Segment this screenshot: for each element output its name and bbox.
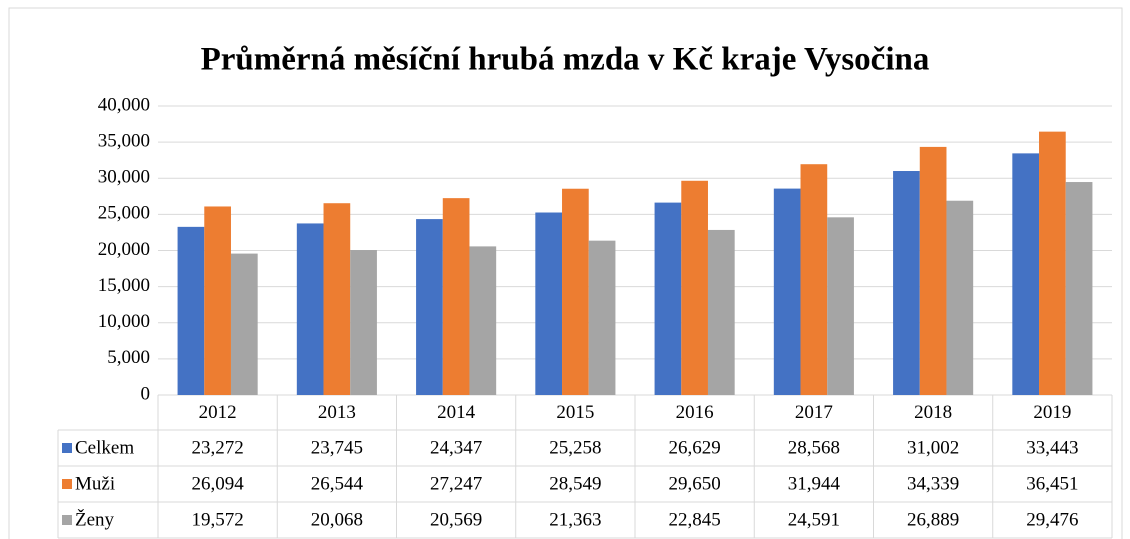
table-value: 31,944 [788,473,841,494]
table-value: 21,363 [549,509,601,530]
bar [681,180,708,395]
legend-label: Muži [75,473,115,494]
y-tick-label: 40,000 [98,94,150,115]
bar [177,226,205,395]
bar [800,164,828,395]
table-value: 29,650 [669,473,721,494]
table-value: 26,094 [192,473,245,494]
table-value: 24,347 [430,437,482,458]
legend-key [62,515,72,525]
bar [827,217,854,395]
chart-title: Průměrná měsíční hrubá mzda v Kč kraje V… [201,42,930,78]
table-value: 34,339 [907,473,959,494]
bar [469,246,497,395]
bar [350,250,377,395]
x-tick-label: 2018 [914,402,952,423]
y-tick-label: 35,000 [98,130,150,151]
bar [1012,153,1040,395]
y-tick-label: 15,000 [98,275,150,296]
table-value: 23,745 [311,437,363,458]
table-value: 19,572 [192,509,244,530]
table-value: 29,476 [1026,509,1078,530]
x-tick-label: 2014 [437,402,476,423]
bar [654,202,682,395]
y-tick-label: 5,000 [107,347,150,368]
legend-label: Celkem [75,437,134,458]
y-tick-label: 30,000 [98,167,150,188]
y-tick-label: 0 [141,383,151,404]
table-value: 22,845 [669,509,721,530]
bar [588,240,616,395]
table-value: 20,569 [430,509,482,530]
table-value: 26,889 [907,509,959,530]
y-tick-label: 25,000 [98,203,150,224]
bar [416,219,443,395]
legend-label: Ženy [75,508,115,530]
bar [919,146,947,395]
table-value: 28,549 [549,473,601,494]
bar [707,229,735,395]
bar [773,188,801,395]
y-tick-label: 10,000 [98,311,150,332]
y-tick-label: 20,000 [98,239,150,260]
bar [442,198,470,395]
x-tick-label: 2019 [1033,402,1071,423]
bar [204,206,231,395]
bar [535,212,563,395]
table-value: 27,247 [430,473,482,494]
table-value: 31,002 [907,437,959,458]
bar [1039,131,1066,395]
x-tick-label: 2016 [676,402,714,423]
legend-key [62,479,72,489]
bar [230,253,258,395]
bar [946,200,974,395]
bar [893,171,920,395]
table-value: 24,591 [788,509,840,530]
table-value: 33,443 [1026,437,1078,458]
table-value: 25,258 [549,437,601,458]
bar [562,188,589,395]
bar [296,223,324,395]
table-value: 26,544 [311,473,364,494]
x-tick-label: 2012 [199,402,237,423]
table-value: 23,272 [192,437,244,458]
x-tick-label: 2017 [795,402,833,423]
bar [323,203,351,395]
table-value: 28,568 [788,437,840,458]
bar [1065,182,1093,395]
table-value: 36,451 [1026,473,1078,494]
x-tick-label: 2015 [556,402,594,423]
table-value: 20,068 [311,509,363,530]
table-value: 26,629 [669,437,721,458]
x-tick-label: 2013 [318,402,356,423]
legend-key [62,443,72,453]
